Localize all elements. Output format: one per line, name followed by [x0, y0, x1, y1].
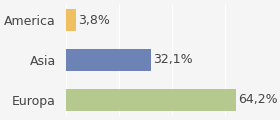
Text: 64,2%: 64,2%	[239, 93, 278, 106]
Bar	[66, 89, 236, 111]
Bar	[66, 49, 151, 71]
Text: 3,8%: 3,8%	[78, 14, 110, 27]
Text: 32,1%: 32,1%	[153, 54, 193, 66]
Bar	[66, 9, 76, 31]
